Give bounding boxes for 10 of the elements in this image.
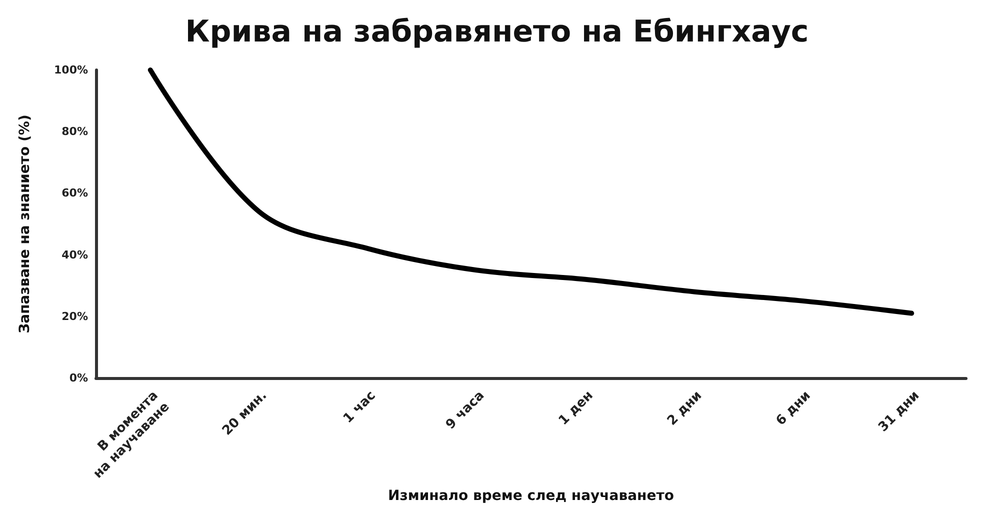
y-tick-label: 20% (62, 310, 88, 323)
y-axis-title: Запазване на знанието (%) (17, 114, 33, 334)
y-tick-label: 0% (69, 371, 88, 384)
x-tick-label: 1 час (340, 388, 379, 426)
y-tick-label: 60% (62, 186, 88, 200)
y-tick-label: 40% (62, 248, 88, 262)
y-tick-label: 100% (54, 64, 88, 76)
chart-title: Крива на забравянето на Ебингхаус (185, 14, 809, 50)
x-axis-title: Изминало време след научаването (388, 488, 674, 504)
y-tick-label: 80% (62, 125, 88, 138)
